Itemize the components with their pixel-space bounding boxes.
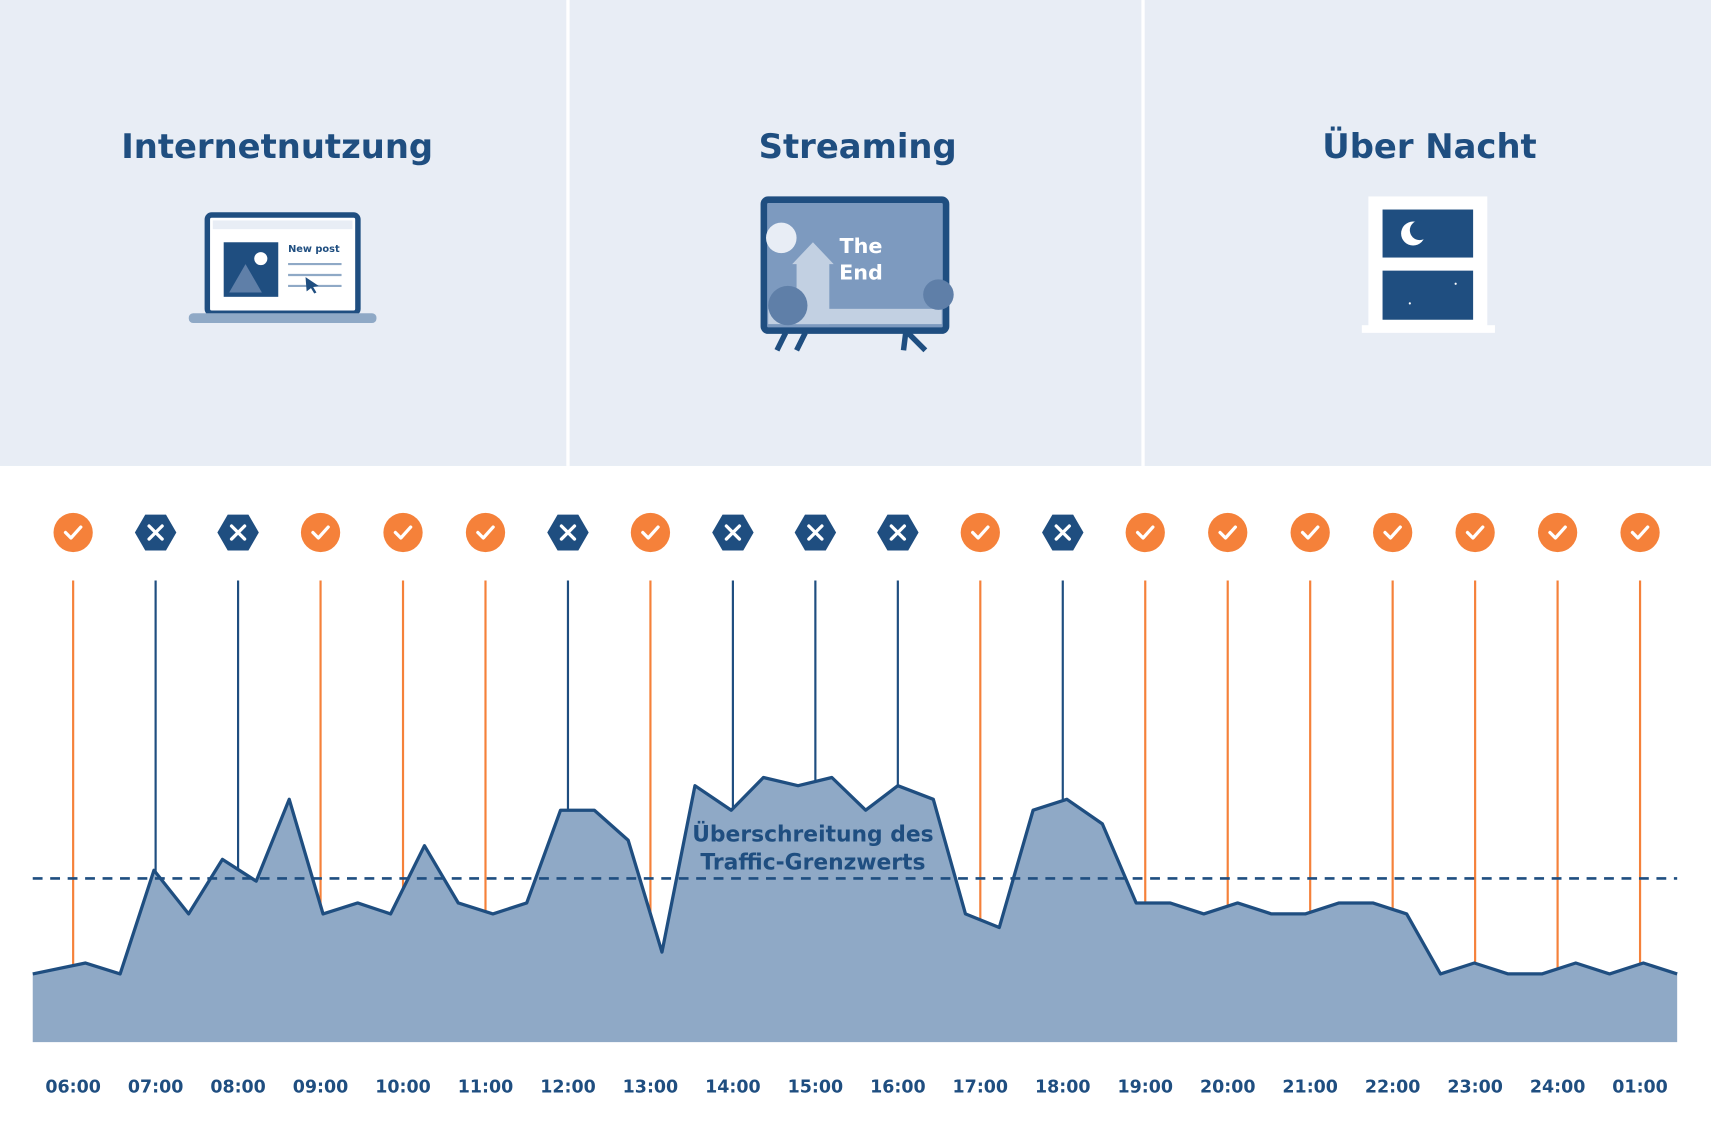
status-ok [1455, 512, 1495, 553]
check [1135, 525, 1155, 540]
status-marker [960, 512, 1000, 553]
status-ok [465, 512, 506, 553]
status-marker [1290, 512, 1330, 553]
x-tick-label: 20:00 [1200, 1077, 1256, 1097]
panel-title: Streaming [759, 127, 957, 166]
status-ok [630, 512, 671, 553]
area-line [32, 775, 1678, 976]
x-tick-label: 01:00 [1612, 1077, 1668, 1097]
status-ok [1373, 512, 1413, 553]
status-marker [630, 512, 671, 553]
x-tick-label: 16:00 [870, 1077, 926, 1097]
x-tick-label: 07:00 [128, 1077, 184, 1097]
x-tick-label: 06:00 [45, 1077, 101, 1097]
status-ok [383, 512, 423, 553]
x-tick-label: 14:00 [705, 1077, 761, 1097]
status-marker [1455, 512, 1495, 553]
divider [566, 0, 570, 466]
status-marker [1373, 512, 1413, 553]
icon-text: The [839, 234, 882, 258]
status-ok [53, 512, 93, 553]
status-marker [53, 512, 93, 553]
status-ok [1125, 512, 1165, 553]
status-ok [960, 512, 1000, 553]
check [641, 525, 660, 540]
status-marker [1208, 512, 1248, 553]
status-ok [300, 512, 341, 553]
check [1630, 525, 1650, 540]
x-tick-label: 10:00 [375, 1077, 431, 1097]
x-tick-label: 22:00 [1365, 1077, 1421, 1097]
status-ok [1208, 512, 1248, 553]
x-tick-label: 12:00 [540, 1077, 596, 1097]
laptop-icon: New post [188, 212, 377, 324]
status-ok [1537, 512, 1578, 553]
check [1218, 525, 1237, 540]
check [1548, 525, 1567, 540]
status-marker [1042, 514, 1084, 551]
window-icon [1361, 196, 1495, 333]
status-marker [383, 512, 423, 553]
x-tick-label: 13:00 [623, 1077, 679, 1097]
cross [1054, 524, 1071, 541]
icon-text: End [839, 260, 883, 284]
x-tick-label: 19:00 [1117, 1077, 1173, 1097]
status-marker [1620, 512, 1660, 553]
check [971, 525, 990, 540]
annotation: Überschreitung des [692, 821, 933, 847]
status-marker [465, 512, 506, 553]
x-tick-label: 21:00 [1282, 1077, 1338, 1097]
status-marker [300, 512, 341, 553]
panel-title: Über Nacht [1322, 126, 1536, 166]
x-tick-label: 15:00 [788, 1077, 844, 1097]
x-tick-label: 08:00 [210, 1077, 266, 1097]
check [63, 525, 83, 540]
check [311, 525, 330, 540]
cross [147, 524, 164, 541]
check [1383, 525, 1402, 540]
check [1465, 525, 1485, 540]
check [1300, 525, 1320, 540]
panel-title: Internetnutzung [121, 127, 433, 166]
check [393, 525, 413, 540]
x-tick-label: 11:00 [458, 1077, 514, 1097]
status-ok [1290, 512, 1330, 553]
x-tick-label: 24:00 [1530, 1077, 1586, 1097]
status-marker [794, 514, 837, 551]
cross [559, 524, 577, 541]
cross [807, 524, 824, 541]
status-marker [712, 514, 754, 551]
status-marker [217, 514, 259, 551]
x-tick-label: 09:00 [293, 1077, 349, 1097]
x-tick-label: 18:00 [1035, 1077, 1091, 1097]
cross [889, 524, 907, 541]
cross [724, 524, 742, 541]
divider [1141, 0, 1145, 466]
tv-icon: The End [760, 196, 954, 353]
icon-text: New post [288, 244, 340, 255]
x-tick-label: 17:00 [953, 1077, 1009, 1097]
x-tick-label: 23:00 [1447, 1077, 1503, 1097]
status-marker [877, 514, 919, 551]
status-marker [547, 514, 589, 551]
status-marker [1125, 512, 1165, 553]
area-fill [32, 777, 1678, 1043]
status-marker [1537, 512, 1578, 553]
check [476, 525, 495, 540]
status-ok [1620, 512, 1660, 553]
status-marker [134, 514, 177, 551]
cross [229, 524, 247, 541]
annotation: Traffic-Grenzwerts [700, 851, 925, 876]
